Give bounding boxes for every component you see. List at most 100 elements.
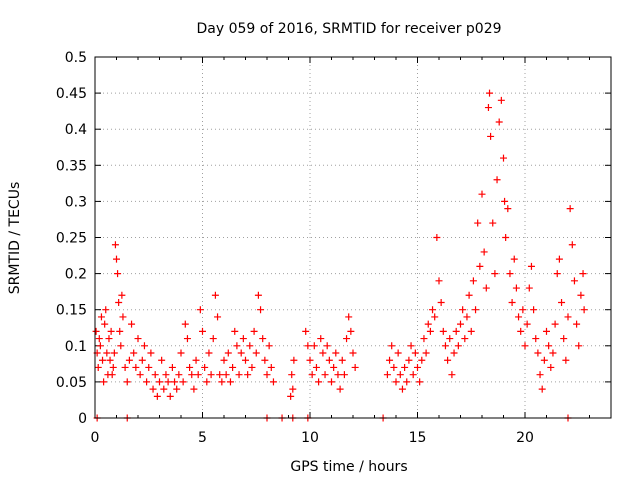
data-point	[444, 356, 452, 364]
data-point	[138, 356, 146, 364]
data-point	[562, 356, 570, 364]
data-point	[101, 320, 109, 328]
data-point	[147, 349, 155, 357]
data-point	[409, 371, 417, 379]
data-point	[102, 306, 110, 314]
data-point	[220, 356, 228, 364]
data-point	[128, 320, 136, 328]
data-point	[203, 378, 211, 386]
data-point	[403, 378, 411, 386]
data-point	[566, 205, 574, 213]
data-point	[218, 378, 226, 386]
data-point	[214, 313, 222, 321]
data-point	[407, 342, 415, 350]
data-point	[555, 255, 563, 263]
data-point	[105, 335, 113, 343]
data-point	[538, 385, 546, 393]
data-point	[269, 378, 277, 386]
data-point	[290, 356, 298, 364]
y-axis-label: SRMTID / TECUs	[7, 182, 23, 295]
data-point	[119, 313, 127, 321]
data-point	[532, 335, 540, 343]
data-point	[312, 363, 320, 371]
data-point	[263, 371, 271, 379]
data-point	[186, 363, 194, 371]
data-point	[476, 262, 484, 270]
data-point	[338, 356, 346, 364]
data-point	[162, 371, 170, 379]
data-point	[115, 298, 123, 306]
data-point	[448, 371, 456, 379]
data-point	[580, 306, 588, 314]
data-point	[489, 219, 497, 227]
x-tick-label: 5	[198, 430, 207, 446]
data-point	[196, 306, 204, 314]
data-point	[446, 335, 454, 343]
data-point	[302, 327, 310, 335]
data-point	[493, 176, 501, 184]
data-point	[388, 342, 396, 350]
data-point	[334, 371, 342, 379]
data-point	[570, 277, 578, 285]
data-point	[573, 320, 581, 328]
data-point	[132, 363, 140, 371]
data-point	[435, 277, 443, 285]
data-point	[547, 363, 555, 371]
data-point	[207, 371, 215, 379]
data-point	[130, 349, 138, 357]
plot-frame	[94, 56, 612, 419]
data-point	[482, 284, 490, 292]
data-point	[457, 320, 464, 328]
data-point	[125, 356, 133, 364]
data-point	[401, 363, 409, 371]
data-point	[420, 335, 428, 343]
data-point	[113, 255, 120, 263]
data-point	[259, 335, 267, 343]
data-point	[164, 378, 172, 386]
y-tick-label: 0	[78, 411, 87, 427]
data-point	[265, 342, 273, 350]
data-point	[111, 241, 119, 249]
data-point	[140, 342, 148, 350]
data-point	[321, 371, 329, 379]
data-point	[431, 313, 439, 321]
y-tick-label: 0.5	[65, 50, 87, 66]
data-point	[405, 356, 413, 364]
data-point	[534, 349, 542, 357]
data-point	[319, 349, 327, 357]
data-point	[336, 385, 344, 393]
data-points	[92, 89, 588, 422]
data-point	[467, 327, 475, 335]
y-tick-label: 0.35	[56, 158, 87, 174]
data-point	[510, 255, 518, 263]
data-point	[480, 248, 488, 256]
data-point	[439, 327, 447, 335]
data-point	[94, 363, 102, 371]
data-point	[134, 335, 142, 343]
data-point	[459, 306, 467, 314]
y-tick-label: 0.4	[65, 122, 87, 138]
data-point	[551, 320, 559, 328]
data-point	[461, 335, 469, 343]
data-point	[517, 327, 525, 335]
data-point	[156, 378, 163, 386]
y-axis-ticks: 0 0.05 0.1 0.15 0.2 0.25 0.3 0.35 0.4 0.45 0.5	[56, 50, 611, 427]
data-point	[340, 371, 348, 379]
data-point	[108, 371, 116, 379]
data-point	[330, 363, 338, 371]
data-point	[106, 356, 114, 364]
data-point	[233, 342, 241, 350]
data-point	[328, 378, 335, 386]
data-point	[175, 371, 183, 379]
data-point	[414, 363, 421, 371]
y-tick-label: 0.25	[56, 231, 87, 247]
data-point	[158, 356, 166, 364]
data-point	[107, 327, 115, 335]
data-point	[310, 342, 318, 350]
data-point	[577, 291, 585, 299]
data-point	[575, 342, 583, 350]
data-point	[521, 342, 529, 350]
data-point	[437, 298, 445, 306]
data-point	[110, 349, 118, 357]
data-point	[418, 356, 426, 364]
